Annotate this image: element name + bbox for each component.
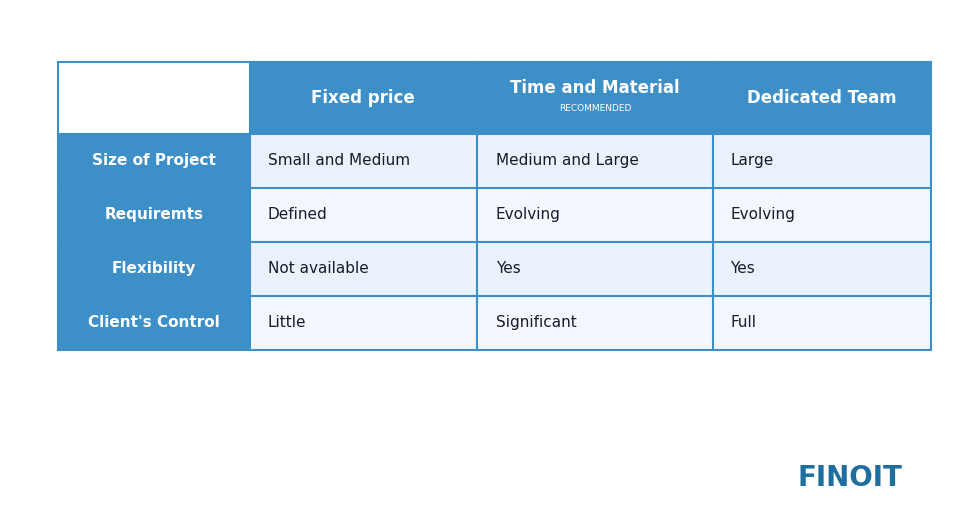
Text: Time and Material: Time and Material	[510, 79, 680, 98]
Bar	[712, 62, 931, 134]
Text: Evolving: Evolving	[495, 207, 561, 222]
Bar	[712, 188, 931, 242]
Text: Small and Medium: Small and Medium	[268, 153, 410, 168]
Bar	[250, 62, 477, 134]
Bar	[250, 188, 477, 242]
Text: Defined: Defined	[268, 207, 327, 222]
Text: Significant: Significant	[495, 315, 577, 330]
Text: Yes: Yes	[495, 261, 520, 276]
Text: Little: Little	[268, 315, 306, 330]
Text: Dedicated Team: Dedicated Team	[747, 88, 897, 107]
Bar	[477, 134, 712, 188]
Text: Client's Control: Client's Control	[87, 315, 220, 330]
Bar	[58, 242, 250, 296]
Bar	[712, 296, 931, 350]
Text: Medium and Large: Medium and Large	[495, 153, 638, 168]
Bar	[58, 296, 250, 350]
Text: Yes: Yes	[731, 261, 755, 276]
Bar	[250, 296, 477, 350]
Bar	[250, 242, 477, 296]
Text: Not available: Not available	[268, 261, 369, 276]
Text: Flexibility: Flexibility	[111, 261, 196, 276]
Text: Large: Large	[731, 153, 774, 168]
Bar	[58, 62, 250, 134]
Bar	[477, 242, 712, 296]
Bar	[58, 134, 250, 188]
Text: FINOIT: FINOIT	[797, 464, 902, 492]
Bar	[477, 188, 712, 242]
Text: Evolving: Evolving	[731, 207, 795, 222]
Text: Full: Full	[731, 315, 756, 330]
Text: Size of Project: Size of Project	[92, 153, 216, 168]
Bar	[477, 62, 712, 134]
Bar	[712, 134, 931, 188]
Text: Requiremts: Requiremts	[105, 207, 204, 222]
Text: RECOMMENDED: RECOMMENDED	[559, 104, 631, 114]
Bar	[250, 134, 477, 188]
Text: Fixed price: Fixed price	[311, 88, 416, 107]
Bar	[58, 188, 250, 242]
Bar	[477, 296, 712, 350]
Bar	[712, 242, 931, 296]
